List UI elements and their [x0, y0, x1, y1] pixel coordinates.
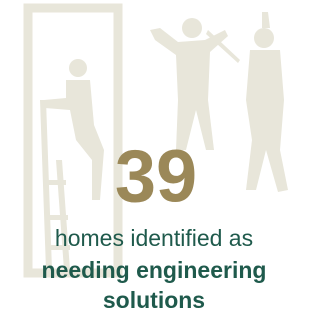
- stat-line: solutions: [103, 287, 205, 313]
- page: 39 homes identified as needing engineeri…: [0, 0, 303, 318]
- stat-line: needing engineering: [42, 257, 267, 283]
- worker-center: [150, 18, 240, 150]
- infographic: 39 homes identified as needing engineeri…: [0, 0, 303, 318]
- worker-right: [246, 12, 288, 192]
- stat-line: homes identified as: [55, 225, 253, 251]
- stat-value: 39: [115, 135, 197, 218]
